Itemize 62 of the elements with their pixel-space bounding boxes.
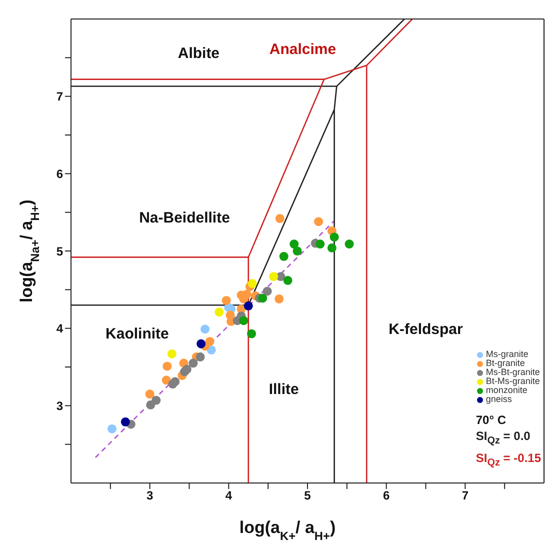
point <box>344 240 354 249</box>
point <box>262 286 272 296</box>
x-tick-label: 7 <box>462 488 469 503</box>
text: SI$_{Qz}$ = 0.0 <box>476 428 532 449</box>
point <box>196 339 206 348</box>
point <box>292 246 302 256</box>
legend-label: Ms-Bt-granite <box>486 367 540 378</box>
point <box>214 308 224 317</box>
text: SI$_{Qz}$ = -0.15 <box>476 450 541 470</box>
point <box>279 252 288 261</box>
y-tick-label: 7 <box>56 90 64 104</box>
point <box>258 294 268 303</box>
point <box>182 364 192 374</box>
point <box>316 240 325 249</box>
point <box>247 329 256 338</box>
point <box>206 345 216 354</box>
point <box>167 349 176 358</box>
point <box>196 352 205 362</box>
point <box>242 290 252 299</box>
point <box>239 316 248 326</box>
annotation: 70° C <box>476 412 507 428</box>
x-tick-label: 6 <box>382 488 390 503</box>
point <box>222 296 231 305</box>
point <box>188 358 198 368</box>
x-tick-label: 4 <box>225 488 232 503</box>
legend-label: monzonite <box>486 385 528 396</box>
legend-label: Ms-granite <box>486 349 528 360</box>
legend-label: Bt-granite <box>486 358 525 368</box>
point <box>327 243 336 252</box>
x-tick-label: 3 <box>146 488 154 503</box>
point <box>145 390 154 399</box>
point <box>170 377 180 386</box>
annotation: K-feldspar <box>388 320 463 338</box>
annotation: Analcime <box>269 41 336 58</box>
annotation: Illite <box>268 381 299 398</box>
legend-label: Bt-Ms-granite <box>486 376 540 386</box>
x-tick-label: 5 <box>304 488 312 503</box>
point <box>107 424 117 434</box>
point <box>162 376 171 385</box>
y-tick-label: 5 <box>56 244 64 258</box>
x-axis-title: log(a$_{K+}$/ a$_{H+}$) <box>239 518 336 543</box>
point <box>274 294 284 304</box>
point <box>205 336 214 346</box>
y-tick-label: 6 <box>56 166 64 181</box>
annotation: Kaolinite <box>106 325 169 342</box>
point <box>244 301 253 310</box>
point <box>283 276 292 285</box>
annotation: Albite <box>178 44 220 62</box>
point <box>248 278 257 288</box>
y-tick-label: 4 <box>56 322 64 336</box>
annotation: Na-Beidellite <box>139 209 230 226</box>
point <box>275 214 284 224</box>
point <box>314 217 324 226</box>
point <box>120 417 130 426</box>
y-tick-label: 3 <box>56 398 64 413</box>
point <box>330 232 339 242</box>
legend-label: gneiss <box>486 394 512 404</box>
point <box>162 362 172 371</box>
point <box>152 396 161 405</box>
point <box>269 272 278 282</box>
point <box>290 240 299 249</box>
point <box>200 324 210 334</box>
